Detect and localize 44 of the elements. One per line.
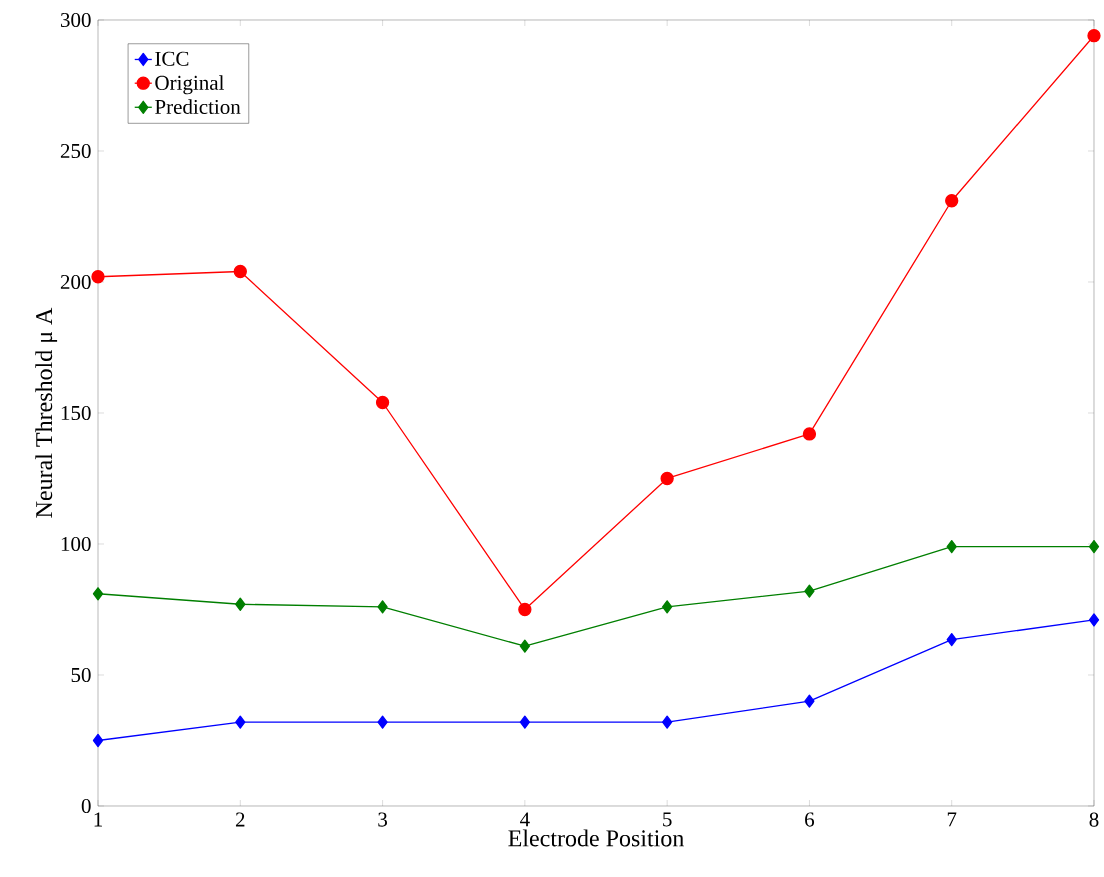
point: [233, 264, 247, 279]
y-tick-label: 50: [71, 667, 91, 683]
point: [946, 539, 957, 554]
point: [92, 587, 104, 601]
point: [377, 600, 388, 614]
y-axis-title: Neural Threshold μ A: [35, 307, 58, 518]
point: [945, 194, 959, 208]
point: [1087, 29, 1101, 43]
point: [660, 471, 674, 486]
point: [519, 639, 531, 653]
y-tick-label: 100: [61, 536, 91, 552]
point: [661, 600, 673, 614]
point: [519, 715, 531, 729]
point: [1088, 613, 1100, 627]
x-tick-label: 3: [378, 812, 387, 827]
point: [804, 584, 815, 598]
point: [91, 270, 105, 284]
point: [804, 694, 815, 708]
y-tick-label: 300: [60, 12, 91, 28]
x-tick-label: 8: [1089, 812, 1099, 827]
legend-label: ICC: [155, 51, 189, 66]
point: [92, 733, 104, 748]
point: [802, 427, 817, 441]
x-tick-label: 6: [805, 812, 815, 827]
x-tick-label: 1: [94, 812, 102, 827]
point: [377, 715, 388, 729]
y-tick-label: 0: [81, 798, 91, 814]
point: [661, 715, 673, 729]
point: [375, 395, 390, 410]
y-tick-label: 250: [60, 143, 91, 159]
legend-label: Prediction: [155, 99, 241, 115]
x-axis-title: Electrode Position: [508, 829, 684, 847]
point: [518, 602, 532, 617]
x-tick-label: 5: [663, 812, 672, 827]
point: [235, 715, 246, 729]
point: [1088, 539, 1100, 554]
y-tick-label: 200: [60, 274, 91, 290]
x-tick-label: 7: [947, 812, 957, 827]
legend-label: Original: [155, 75, 225, 95]
y-tick-label: 150: [61, 405, 91, 421]
x-tick-label: 2: [235, 812, 245, 827]
point: [235, 597, 246, 611]
point: [946, 632, 957, 647]
x-tick-label: 4: [520, 812, 530, 827]
